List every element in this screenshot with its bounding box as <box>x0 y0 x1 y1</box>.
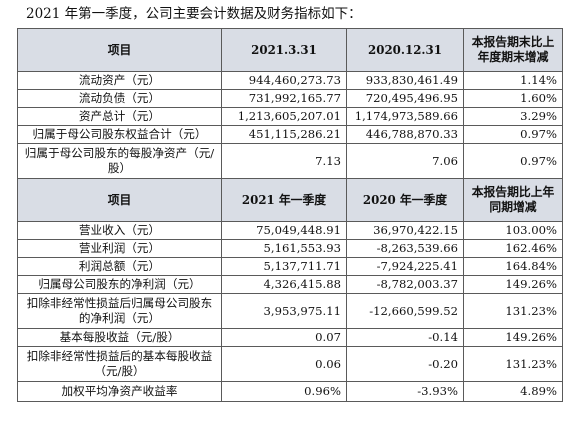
cell-value: 4,326,415.88 <box>221 275 347 294</box>
table-row: 扣除非经常性损益后的基本每股收益（元/股） 0.06 -0.20 131.23% <box>17 346 563 382</box>
cell-value: 5,161,553.93 <box>221 239 347 258</box>
table2-header-row: 项目 2021 年一季度 2020 年一季度 本报告期比上年同期增减 <box>17 178 563 222</box>
cell-change: 162.46% <box>463 239 563 258</box>
cell-value: 731,992,165.77 <box>221 89 347 108</box>
table1-header-row: 项目 2021.3.31 2020.12.31 本报告期末比上年度期末增减 <box>17 28 563 72</box>
cell-change: 103.00% <box>463 221 563 240</box>
table-row: 基本每股收益（元/股） 0.07 -0.14 149.26% <box>17 328 563 347</box>
cell-value: 446,788,870.33 <box>346 125 464 144</box>
row-label: 扣除非经常性损益后的基本每股收益（元/股） <box>17 346 222 382</box>
row-label: 流动负债（元） <box>17 89 222 108</box>
table2-header-period-current: 2021 年一季度 <box>221 178 347 222</box>
table2-header-period-previous: 2020 年一季度 <box>346 178 464 222</box>
row-label: 归属母公司股东的净利润（元） <box>17 275 222 294</box>
cell-value: -0.14 <box>346 328 464 347</box>
cell-value: 0.07 <box>221 328 347 347</box>
row-label: 流动资产（元） <box>17 71 222 90</box>
cell-value: 7.13 <box>221 143 347 179</box>
cell-change: 0.97% <box>463 125 563 144</box>
table2-header-change: 本报告期比上年同期增减 <box>463 178 563 222</box>
cell-value: 75,049,448.91 <box>221 221 347 240</box>
cell-change: 1.14% <box>463 71 563 90</box>
table-row: 营业利润（元） 5,161,553.93 -8,263,539.66 162.4… <box>17 239 563 258</box>
cell-value: -12,660,599.52 <box>346 293 464 329</box>
cell-value: 0.96% <box>221 381 347 402</box>
table1-header-date-current: 2021.3.31 <box>221 28 347 72</box>
cell-value: 0.06 <box>221 346 347 382</box>
table-row: 流动负债（元） 731,992,165.77 720,495,496.95 1.… <box>17 89 563 108</box>
row-label: 基本每股收益（元/股） <box>17 328 222 347</box>
table-row: 归属于母公司股东权益合计（元） 451,115,286.21 446,788,8… <box>17 125 563 144</box>
cell-value: -7,924,225.41 <box>346 257 464 276</box>
row-label: 营业利润（元） <box>17 239 222 258</box>
cell-change: 164.84% <box>463 257 563 276</box>
cell-value: 1,213,605,207.01 <box>221 107 347 126</box>
cell-change: 149.26% <box>463 328 563 347</box>
cell-change: 131.23% <box>463 346 563 382</box>
cell-value: 36,970,422.15 <box>346 221 464 240</box>
row-label: 营业收入（元） <box>17 221 222 240</box>
table1-header-date-previous: 2020.12.31 <box>346 28 464 72</box>
intro-text: 2021 年第一季度，公司主要会计数据及财务指标如下： <box>26 6 362 22</box>
table-row: 归属于母公司股东的每股净资产（元/股） 7.13 7.06 0.97% <box>17 143 563 179</box>
cell-value: 451,115,286.21 <box>221 125 347 144</box>
table-row: 归属母公司股东的净利润（元） 4,326,415.88 -8,782,003.3… <box>17 275 563 294</box>
cell-value: -8,782,003.37 <box>346 275 464 294</box>
row-label: 加权平均净资产收益率 <box>17 381 222 402</box>
cell-value: 944,460,273.73 <box>221 71 347 90</box>
table-row: 资产总计（元） 1,213,605,207.01 1,174,973,589.6… <box>17 107 563 126</box>
table1-header-change: 本报告期末比上年度期末增减 <box>463 28 563 72</box>
cell-value: -8,263,539.66 <box>346 239 464 258</box>
cell-value: 720,495,496.95 <box>346 89 464 108</box>
table-row: 加权平均净资产收益率 0.96% -3.93% 4.89% <box>17 381 563 402</box>
row-label: 归属于母公司股东权益合计（元） <box>17 125 222 144</box>
cell-change: 1.60% <box>463 89 563 108</box>
financial-table: 项目 2021.3.31 2020.12.31 本报告期末比上年度期末增减 流动… <box>17 28 563 402</box>
table-row: 利润总额（元） 5,137,711.71 -7,924,225.41 164.8… <box>17 257 563 276</box>
cell-value: -0.20 <box>346 346 464 382</box>
cell-value: 3,953,975.11 <box>221 293 347 329</box>
cell-change: 4.89% <box>463 381 563 402</box>
row-label: 扣除非经常性损益后归属母公司股东的净利润（元） <box>17 293 222 329</box>
cell-change: 131.23% <box>463 293 563 329</box>
cell-value: -3.93% <box>346 381 464 402</box>
row-label: 资产总计（元） <box>17 107 222 126</box>
cell-value: 1,174,973,589.66 <box>346 107 464 126</box>
cell-change: 0.97% <box>463 143 563 179</box>
cell-value: 7.06 <box>346 143 464 179</box>
table-row: 流动资产（元） 944,460,273.73 933,830,461.49 1.… <box>17 71 563 90</box>
cell-change: 149.26% <box>463 275 563 294</box>
table-row: 扣除非经常性损益后归属母公司股东的净利润（元） 3,953,975.11 -12… <box>17 293 563 329</box>
cell-value: 5,137,711.71 <box>221 257 347 276</box>
row-label: 归属于母公司股东的每股净资产（元/股） <box>17 143 222 179</box>
cell-value: 933,830,461.49 <box>346 71 464 90</box>
table-row: 营业收入（元） 75,049,448.91 36,970,422.15 103.… <box>17 221 563 240</box>
cell-change: 3.29% <box>463 107 563 126</box>
table2-header-item: 项目 <box>17 178 222 222</box>
row-label: 利润总额（元） <box>17 257 222 276</box>
table1-header-item: 项目 <box>17 28 222 72</box>
